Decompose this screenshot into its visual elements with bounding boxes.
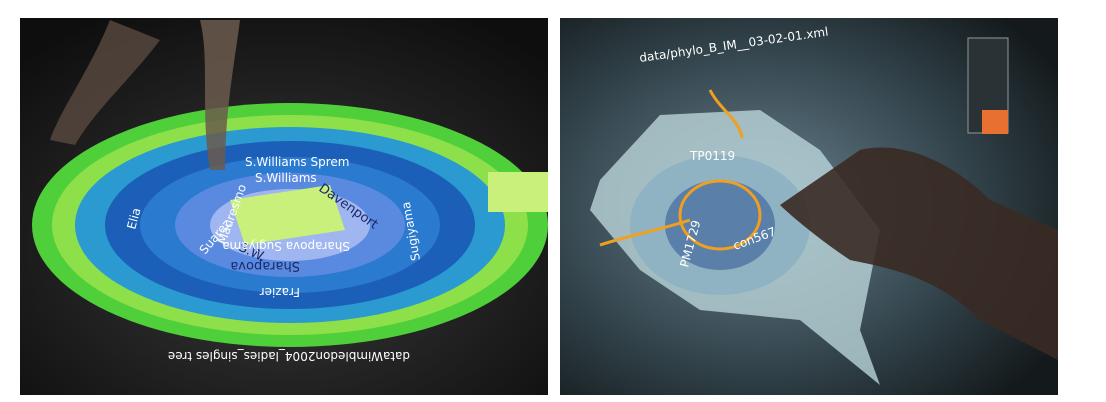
ring-label: S.Williams Sprem (245, 155, 349, 169)
node-label: TP0119 (689, 149, 735, 163)
annotation-stroke (599, 89, 744, 247)
ring-label: Frazier (260, 285, 300, 299)
ring-label: Sharapova (230, 258, 300, 273)
finger (200, 20, 240, 170)
ring-label: Elia (124, 206, 143, 230)
side-widget (488, 172, 548, 212)
hand (780, 147, 1058, 360)
ring-label: S.Williams (255, 171, 317, 185)
hand (50, 20, 160, 145)
tool-button[interactable] (982, 110, 1008, 134)
display-title: dataWimbledon2004_ladies_singles tree (168, 349, 410, 363)
right-photo: data/phylo_B_IM__03-02-01.xml TP0119 PM1… (560, 18, 1058, 395)
ring (665, 180, 775, 270)
left-photo: S.Williams Sprem S.Williams S.W. Davenpo… (20, 18, 548, 395)
annotation-stroke (678, 179, 762, 251)
center-marker (230, 185, 345, 245)
ring-label: Sharapova Sugiyama (222, 239, 350, 253)
